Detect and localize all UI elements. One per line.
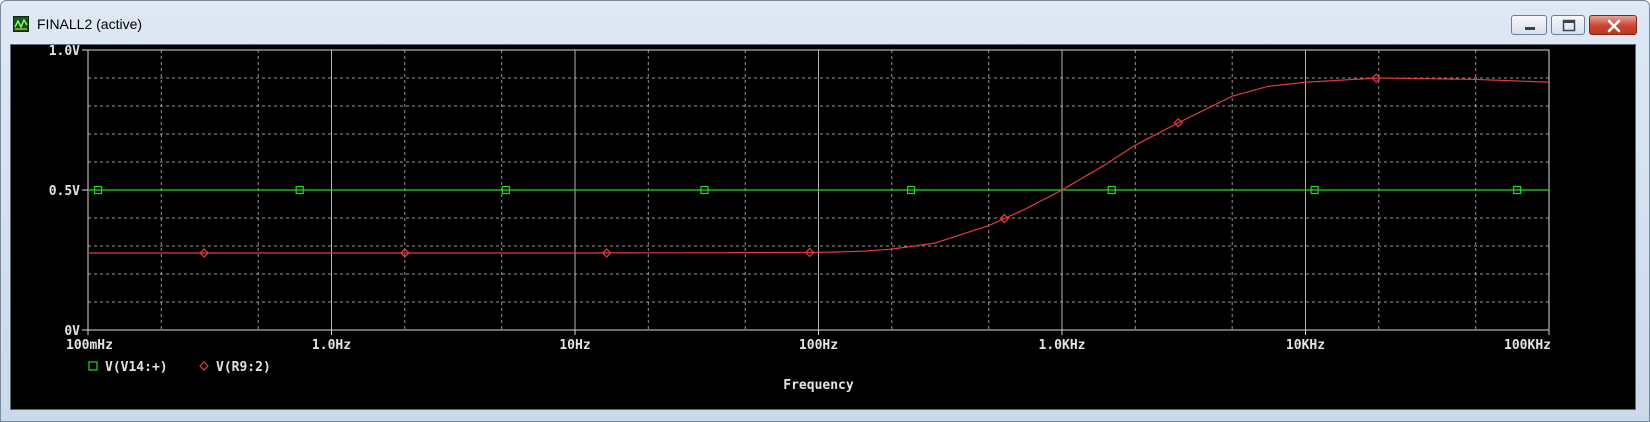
series-marker-square bbox=[93, 185, 103, 195]
series-marker-square bbox=[906, 185, 916, 195]
series-marker-square bbox=[295, 185, 304, 195]
legend-item[interactable]: V(V14:+) bbox=[88, 360, 168, 375]
minimize-icon bbox=[1525, 27, 1535, 30]
x-tick-label: 10KHz bbox=[1286, 338, 1325, 353]
x-tick-label: 100Hz bbox=[799, 338, 838, 353]
legend-label: V(R9:2) bbox=[216, 360, 271, 375]
series-marker-diamond bbox=[399, 248, 410, 258]
legend[interactable]: V(V14:+) V(R9:2) bbox=[88, 360, 271, 375]
series-0 bbox=[88, 185, 1549, 195]
y-tick-label: 1.0V bbox=[49, 45, 80, 59]
series-marker-diamond bbox=[601, 248, 612, 258]
x-axis-label: Frequency bbox=[783, 378, 854, 393]
legend-marker-diamond bbox=[199, 361, 209, 371]
series-marker-diamond bbox=[199, 248, 210, 258]
window-title: FINALL2 (active) bbox=[37, 16, 143, 32]
maximize-button[interactable] bbox=[1551, 15, 1585, 35]
y-tick-label: 0V bbox=[64, 324, 80, 339]
legend-marker-square bbox=[88, 361, 98, 371]
x-tick-label: 100mHz bbox=[66, 338, 113, 353]
plot-area[interactable]: 100mHz 1.0Hz 10Hz 100Hz 1.0KHz 10KHz 100KHz 0V 0… bbox=[10, 44, 1636, 410]
x-tick-label: 10Hz bbox=[559, 338, 590, 353]
series-marker-square bbox=[700, 185, 709, 195]
axes bbox=[82, 49, 1550, 335]
series-marker-square bbox=[1310, 185, 1319, 195]
series-marker-diamond bbox=[1371, 73, 1381, 84]
title-bar[interactable]: FINALL2 (active) bbox=[1, 1, 1649, 45]
series bbox=[88, 73, 1550, 258]
tick-labels: 100mHz 1.0Hz 10Hz 100Hz 1.0KHz 10KHz 100KHz 0V 0… bbox=[49, 45, 1551, 353]
x-tick-label: 1.0KHz bbox=[1039, 338, 1086, 353]
legend-label: V(V14:+) bbox=[105, 360, 168, 375]
series-1 bbox=[88, 73, 1550, 258]
series-marker-diamond bbox=[999, 213, 1010, 224]
series-marker-diamond bbox=[1173, 117, 1184, 128]
minimize-button[interactable] bbox=[1511, 15, 1547, 35]
close-icon bbox=[1607, 19, 1621, 33]
legend-item[interactable]: V(R9:2) bbox=[199, 360, 271, 375]
y-tick-label: 0.5V bbox=[49, 184, 80, 199]
close-button[interactable] bbox=[1589, 15, 1637, 35]
series-marker-square bbox=[1107, 185, 1116, 195]
x-tick-label: 1.0Hz bbox=[312, 338, 351, 353]
maximize-icon bbox=[1562, 19, 1576, 32]
frequency-response-chart[interactable]: 100mHz 1.0Hz 10Hz 100Hz 1.0KHz 10KHz 100KHz 0V 0… bbox=[11, 45, 1635, 409]
series-marker-diamond bbox=[804, 247, 815, 258]
x-tick-label: 100KHz bbox=[1504, 338, 1551, 353]
series-marker-square bbox=[501, 185, 510, 195]
series-marker-square bbox=[1513, 185, 1522, 195]
probe-app-icon bbox=[13, 16, 29, 32]
series-line bbox=[88, 77, 1550, 254]
